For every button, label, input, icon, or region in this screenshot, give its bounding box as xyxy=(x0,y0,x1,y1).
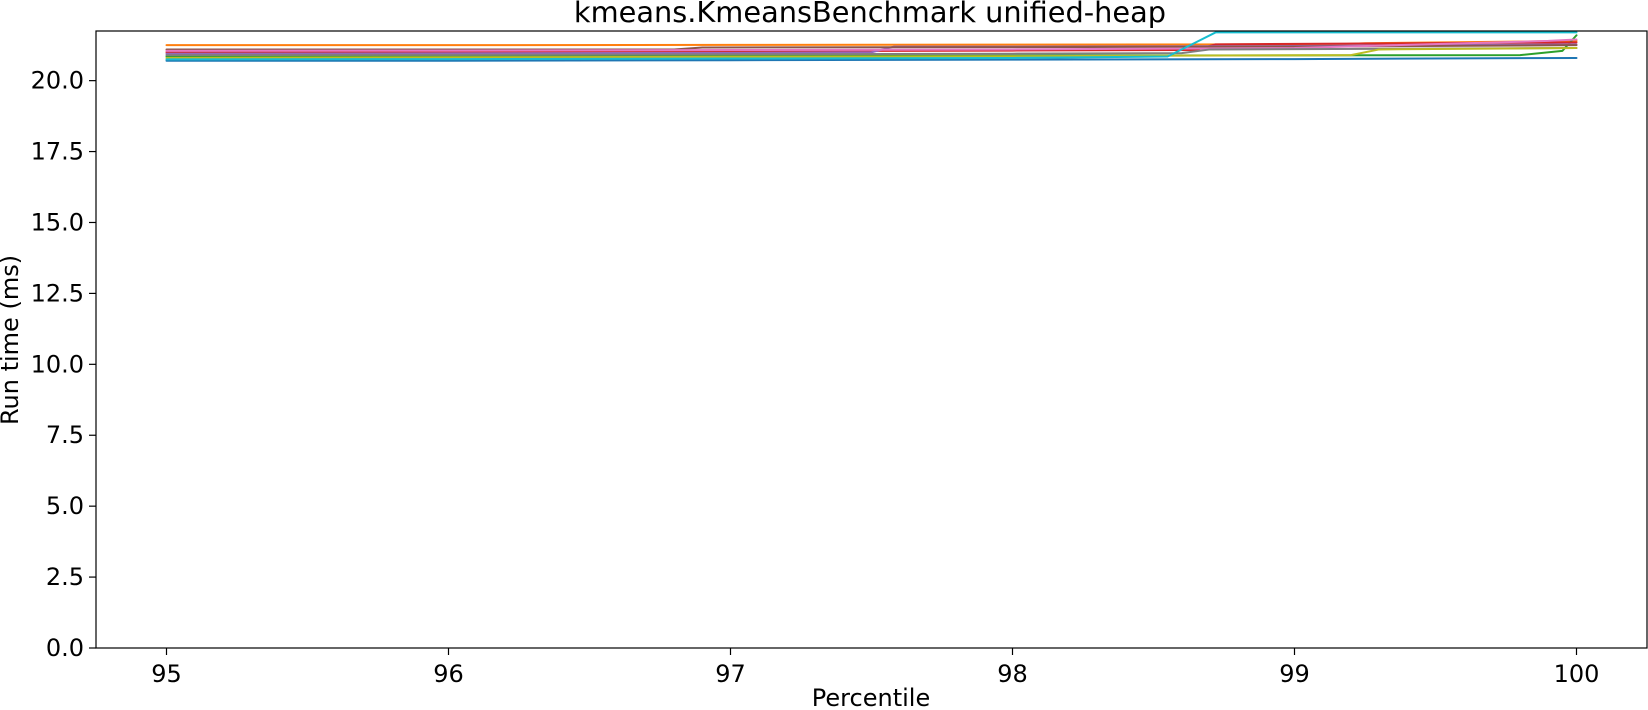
series-line-6 xyxy=(165,44,1578,51)
y-axis: 0.0 2.5 5.0 7.5 10.0 12.5 15.0 17.5 20.0 xyxy=(31,67,96,662)
series-line-8 xyxy=(165,47,1578,57)
x-tick-label: 100 xyxy=(1554,660,1600,688)
x-tick-label: 95 xyxy=(151,660,182,688)
x-axis-label: Percentile xyxy=(812,684,930,710)
y-tick-label: 20.0 xyxy=(31,67,84,95)
plot-frame xyxy=(95,30,1648,649)
chart-title: kmeans.KmeansBenchmark unified-heap xyxy=(574,0,1166,29)
x-axis: 95 96 97 98 99 100 xyxy=(151,648,1599,688)
y-tick-label: 5.0 xyxy=(46,492,84,520)
y-tick-label: 10.0 xyxy=(31,350,84,378)
y-tick-label: 7.5 xyxy=(46,421,84,449)
y-tick-label: 12.5 xyxy=(31,279,84,307)
x-tick-label: 98 xyxy=(997,660,1028,688)
series-line-1 xyxy=(165,56,1578,62)
y-tick-label: 2.5 xyxy=(46,563,84,591)
y-tick-label: 17.5 xyxy=(31,138,84,166)
series-line-10 xyxy=(165,31,1578,61)
series-line-4 xyxy=(165,41,1578,54)
y-axis-label: Run time (ms) xyxy=(0,255,24,425)
y-tick-label: 0.0 xyxy=(46,634,84,662)
series-layer xyxy=(165,31,1578,62)
series-line-7 xyxy=(165,38,1578,52)
series-line-9 xyxy=(165,47,1578,59)
x-tick-label: 97 xyxy=(715,660,746,688)
y-tick-label: 15.0 xyxy=(31,208,84,236)
x-tick-label: 96 xyxy=(433,660,464,688)
x-tick-label: 99 xyxy=(1279,660,1310,688)
